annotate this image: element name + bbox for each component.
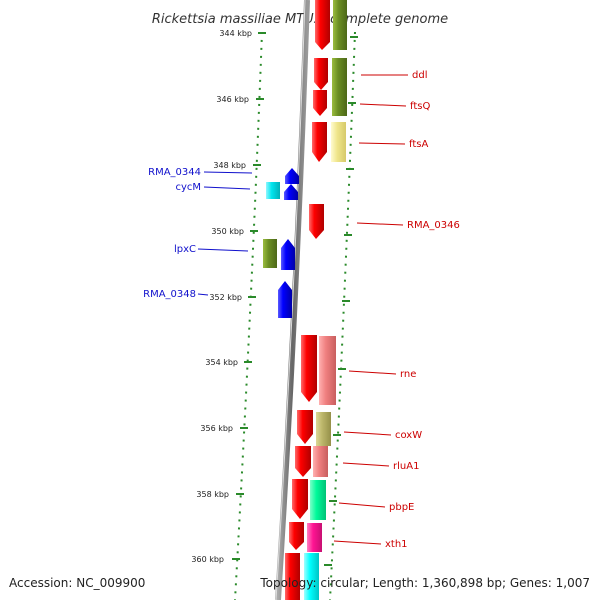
cds-arrow — [297, 410, 313, 444]
gene-label-rne[interactable]: rne — [400, 369, 416, 380]
gene-label-pbpE[interactable]: pbpE — [389, 502, 414, 513]
category-box — [266, 182, 280, 199]
cds-arrow — [314, 58, 328, 90]
category-box — [316, 412, 331, 446]
gene-label-xth1[interactable]: xth1 — [385, 539, 408, 550]
cds-arrow — [295, 446, 311, 477]
cds-arrow — [309, 204, 324, 239]
category-box — [313, 446, 328, 477]
gene-label-ftsA[interactable]: ftsA — [409, 139, 428, 150]
gene-label-ftsQ[interactable]: ftsQ — [410, 101, 430, 112]
cds-arrow — [292, 479, 308, 519]
reverse-cds-arrows — [278, 168, 299, 318]
gene-label-lpxC[interactable]: lpxC — [174, 244, 196, 255]
gene-label-cycM[interactable]: cycM — [175, 182, 201, 193]
category-box — [310, 480, 326, 520]
kbp-label: 354 kbp — [205, 358, 238, 367]
gene-label-RMA_0346[interactable]: RMA_0346 — [407, 220, 460, 231]
cds-arrow — [285, 553, 300, 600]
category-box — [319, 336, 336, 405]
kbp-label: 344 kbp — [219, 29, 252, 38]
kbp-label: 356 kbp — [200, 424, 233, 433]
kbp-label: 348 kbp — [213, 161, 246, 170]
cds-arrow — [284, 184, 298, 200]
cds-arrow — [301, 335, 317, 402]
kbp-label: 360 kbp — [191, 555, 224, 564]
left-tick-arc — [234, 31, 263, 600]
gene-label-ddl[interactable]: ddl — [412, 70, 427, 81]
category-box — [332, 58, 347, 116]
right-leader-lines — [333, 74, 408, 545]
accession-text: Accession: NC_009900 — [9, 576, 145, 590]
cds-arrow — [315, 0, 330, 50]
forward-cds-arrows — [285, 0, 330, 600]
topology-text: Topology: circular; Length: 1,360,898 bp… — [259, 576, 590, 590]
category-box — [304, 553, 319, 600]
kbp-label: 352 kbp — [209, 293, 242, 302]
cds-arrow — [312, 122, 327, 162]
cds-arrow — [285, 168, 299, 184]
cds-arrow — [289, 522, 304, 550]
category-box — [331, 122, 346, 162]
category-box — [307, 523, 322, 552]
category-box — [333, 0, 347, 50]
map-title: Rickettsia massiliae MTU5, complete geno… — [152, 12, 448, 27]
kbp-label: 346 kbp — [216, 95, 249, 104]
genome-backbone — [275, 0, 310, 600]
left-leader-lines — [197, 171, 253, 296]
kbp-label: 358 kbp — [196, 490, 229, 499]
gene-label-coxW[interactable]: coxW — [395, 430, 422, 441]
right-tick-arc — [329, 31, 356, 600]
cds-arrow — [313, 90, 327, 116]
cds-arrow — [278, 281, 292, 318]
gene-label-rluA1[interactable]: rluA1 — [393, 461, 419, 472]
category-box — [263, 239, 277, 268]
genome-backbone-highlight — [275, 0, 306, 600]
kbp-label: 350 kbp — [211, 227, 244, 236]
gene-label-RMA_0344[interactable]: RMA_0344 — [148, 167, 201, 178]
right-tick-marks — [324, 36, 358, 566]
gene-label-RMA_0348[interactable]: RMA_0348 — [143, 289, 196, 300]
kbp-tick-marks — [232, 32, 266, 560]
category-boxes — [263, 0, 347, 600]
cds-arrow — [281, 239, 295, 270]
